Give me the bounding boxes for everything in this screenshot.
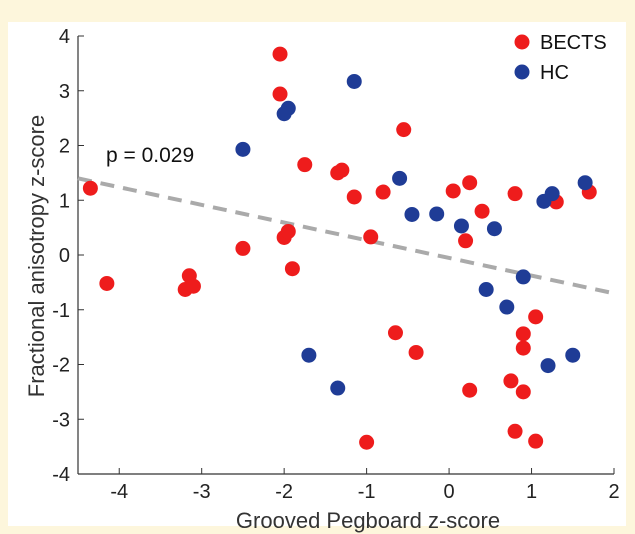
bects-point	[185, 278, 201, 294]
bects-point	[458, 233, 474, 249]
bects-point	[408, 344, 424, 360]
bects-point	[445, 183, 461, 199]
y-tick-label: 2	[59, 136, 70, 158]
bects-point	[462, 382, 478, 398]
hc-point	[235, 141, 251, 157]
y-tick-label: -2	[52, 355, 70, 377]
hc-point	[392, 170, 408, 186]
bects-point	[515, 384, 531, 400]
hc-point	[544, 186, 560, 202]
x-axis-title: Grooved Pegboard z-score	[236, 508, 500, 533]
bects-point	[359, 434, 375, 450]
y-tick-label: -4	[52, 464, 70, 486]
bects-point	[515, 340, 531, 356]
hc-point	[540, 358, 556, 374]
hc-point	[404, 206, 420, 222]
hc-point	[453, 218, 469, 234]
bects-point	[474, 203, 490, 219]
trendline-group	[77, 176, 615, 296]
bects-point	[375, 184, 391, 200]
bects-point	[396, 122, 412, 138]
x-tick-label: 0	[444, 481, 455, 503]
bects-point	[297, 157, 313, 173]
bects-point	[82, 180, 98, 196]
bects-point	[280, 223, 296, 239]
bects-point	[507, 423, 523, 439]
trendline	[77, 176, 615, 296]
y-tick-label: -1	[52, 300, 70, 322]
bects-point	[330, 165, 346, 181]
labels-group: p = 0.029 Grooved Pegboard z-score Fract…	[24, 115, 500, 533]
bects-point	[235, 240, 251, 256]
bects-point	[528, 433, 544, 449]
legend-label-hc: HC	[540, 62, 569, 84]
bects-point	[272, 46, 288, 62]
bects-point	[462, 175, 478, 191]
hc-point	[565, 347, 581, 363]
points-group	[82, 46, 597, 450]
bects-point	[503, 373, 519, 389]
bects-point	[528, 309, 544, 325]
hc-point	[499, 299, 515, 315]
y-tick-label: 3	[59, 81, 70, 103]
y-tick-label: 0	[59, 245, 70, 267]
bects-point	[515, 326, 531, 342]
bects-point	[272, 86, 288, 102]
hc-point	[330, 380, 346, 396]
x-tick-label: 2	[608, 481, 619, 503]
hc-point	[577, 175, 593, 191]
x-tick-label: 1	[526, 481, 537, 503]
bects-point	[99, 275, 115, 291]
x-tick-label: -4	[110, 481, 128, 503]
bects-point	[346, 189, 362, 205]
hc-point	[429, 206, 445, 222]
legend-label-bects: BECTS	[540, 32, 607, 54]
y-tick-label: 1	[59, 190, 70, 212]
x-tick-label: -1	[358, 481, 376, 503]
legend-marker-hc	[514, 64, 530, 80]
bects-point	[363, 229, 379, 245]
bects-point	[507, 186, 523, 202]
axes: -4 -3 -2 -1 0 1 2 4 3 2 1 0 -1 -2 -3 -4	[52, 26, 619, 503]
bects-point	[387, 325, 403, 341]
hc-point	[515, 269, 531, 285]
hc-point	[276, 106, 292, 122]
hc-point	[346, 73, 362, 89]
bects-point	[284, 261, 300, 277]
hc-point	[486, 221, 502, 237]
y-tick-label: 4	[59, 26, 70, 48]
x-tick-label: -2	[275, 481, 293, 503]
y-axis-title: Fractional anisotropy z-score	[24, 115, 49, 397]
x-tick-label: -3	[193, 481, 211, 503]
y-tick-label: -3	[52, 409, 70, 431]
legend: BECTS HC	[514, 32, 607, 84]
legend-marker-bects	[514, 34, 530, 50]
p-value-annotation: p = 0.029	[106, 144, 194, 167]
hc-point	[301, 347, 317, 363]
hc-point	[478, 281, 494, 297]
